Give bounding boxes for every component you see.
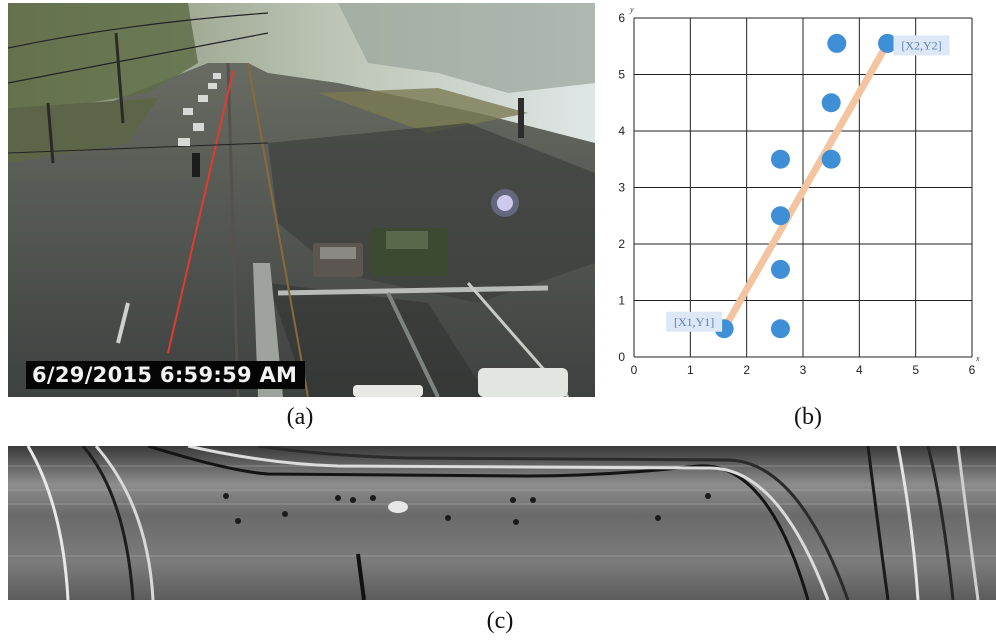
data-point <box>878 33 897 53</box>
scatter-plot: 0 1 2 3 4 5 6 0 1 2 3 4 5 6 [X1,Y1] [X2,Y2] x y <box>618 5 980 377</box>
data-point <box>827 33 847 53</box>
camera-scene <box>8 3 595 397</box>
scatter-plot-panel: 0 1 2 3 4 5 6 0 1 2 3 4 5 6 [X1,Y1] [X2,Y2] x y <box>602 3 996 397</box>
annotation-label: [X2,Y2] <box>901 38 941 52</box>
plot-grid <box>633 17 973 358</box>
y-axis-label: y <box>629 5 634 14</box>
y-tick-label: 6 <box>618 11 625 25</box>
x-axis-label: x <box>975 354 980 363</box>
y-tick-label: 4 <box>618 124 625 138</box>
x-tick-label: 2 <box>743 363 750 377</box>
x-tick-label: 4 <box>856 363 863 377</box>
point-annotations: [X1,Y1] [X2,Y2] <box>666 35 950 332</box>
data-point <box>821 149 841 169</box>
x-tick-label: 3 <box>800 363 807 377</box>
data-point <box>770 206 790 226</box>
time-spatial-stack <box>8 446 996 600</box>
data-points <box>714 33 897 339</box>
time-spatial-image <box>8 446 996 600</box>
x-tick-label: 0 <box>631 363 638 377</box>
x-tick-label: 5 <box>912 363 919 377</box>
data-point <box>770 259 790 279</box>
y-tick-label: 3 <box>618 181 625 195</box>
annotation-box <box>666 311 723 332</box>
annotation-box <box>893 35 950 56</box>
x-tick-label: 6 <box>969 363 976 377</box>
y-tick-label: 2 <box>618 237 625 251</box>
caption-c: (c) <box>486 608 514 634</box>
axis-ticks: 0 1 2 3 4 5 6 0 1 2 3 4 5 6 <box>618 11 975 377</box>
traffic-camera-frame: 6/29/2015 6:59:59 AM <box>8 3 595 397</box>
caption-a: (a) <box>286 404 314 430</box>
annotation-label: [X1,Y1] <box>674 315 714 329</box>
timestamp-overlay: 6/29/2015 6:59:59 AM <box>26 361 306 389</box>
fitted-line-layer <box>720 39 891 333</box>
data-point <box>821 93 841 113</box>
data-point <box>770 319 790 339</box>
caption-b: (b) <box>794 404 822 430</box>
data-point <box>770 149 790 169</box>
y-tick-label: 5 <box>618 68 625 82</box>
x-tick-label: 1 <box>687 363 694 377</box>
y-tick-label: 1 <box>618 294 625 308</box>
y-tick-label: 0 <box>618 350 625 364</box>
fitted-line <box>720 39 891 333</box>
